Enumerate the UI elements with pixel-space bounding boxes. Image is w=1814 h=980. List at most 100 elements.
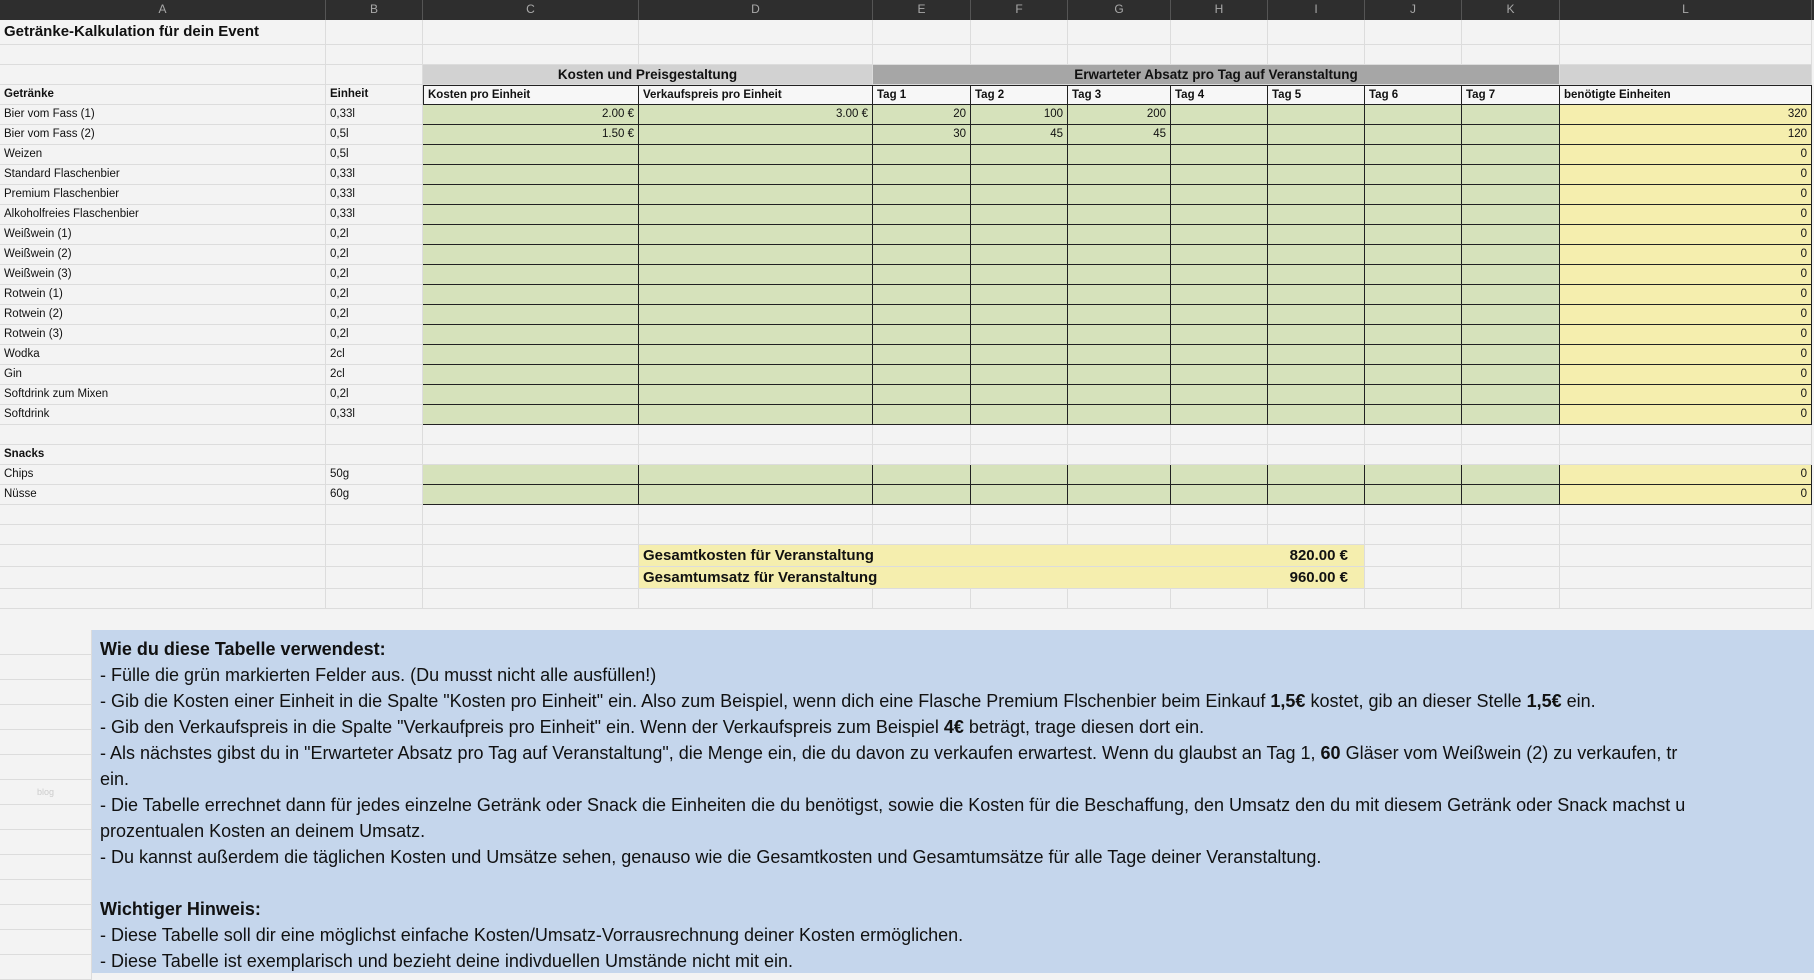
cell[interactable] [1171, 45, 1268, 65]
day-4-input[interactable] [1171, 165, 1268, 185]
day-5-input[interactable] [1268, 345, 1365, 365]
cell[interactable] [0, 805, 92, 830]
day-5-input[interactable] [1268, 245, 1365, 265]
cell[interactable] [1560, 505, 1812, 525]
cell[interactable] [1365, 425, 1462, 445]
cell[interactable] [1365, 45, 1462, 65]
day-6-input[interactable] [1365, 405, 1462, 425]
item-name[interactable]: Rotwein (1) [0, 285, 326, 305]
day-5-input[interactable] [1268, 225, 1365, 245]
day-3-input[interactable] [1068, 325, 1171, 345]
item-name[interactable]: Weizen [0, 145, 326, 165]
cell[interactable] [326, 65, 423, 85]
cell[interactable] [326, 505, 423, 525]
day-6-input[interactable] [1365, 365, 1462, 385]
day-1-input[interactable] [873, 405, 971, 425]
column-header-d[interactable]: D [639, 0, 873, 20]
day-3-input[interactable] [1068, 345, 1171, 365]
column-header-b[interactable]: B [326, 0, 423, 20]
cost-input[interactable] [423, 325, 639, 345]
cell[interactable] [1560, 425, 1812, 445]
day-6-input[interactable] [1365, 345, 1462, 365]
day-6-input[interactable] [1365, 465, 1462, 485]
day-4-input[interactable] [1171, 265, 1268, 285]
item-name[interactable]: Rotwein (2) [0, 305, 326, 325]
item-name[interactable]: Chips [0, 465, 326, 485]
cell[interactable] [639, 589, 873, 609]
cell[interactable] [1268, 45, 1365, 65]
cell[interactable] [1068, 20, 1171, 45]
day-4-input[interactable] [1171, 465, 1268, 485]
day-3-input[interactable] [1068, 465, 1171, 485]
cell[interactable] [971, 525, 1068, 545]
cell[interactable] [873, 525, 971, 545]
price-input[interactable] [639, 385, 873, 405]
column-header-i[interactable]: I [1268, 0, 1365, 20]
day-3-input[interactable] [1068, 185, 1171, 205]
day-2-input[interactable] [971, 385, 1068, 405]
cost-input[interactable] [423, 185, 639, 205]
day-1-input[interactable] [873, 165, 971, 185]
total-costs-label[interactable]: Gesamtkosten für Veranstaltung [639, 545, 1171, 567]
cell[interactable] [326, 425, 423, 445]
header-tag-2[interactable]: Tag 2 [971, 85, 1068, 105]
column-header-h[interactable]: H [1171, 0, 1268, 20]
item-unit[interactable]: 0,33l [326, 105, 423, 125]
day-5-input[interactable] [1268, 105, 1365, 125]
item-unit[interactable]: 0,33l [326, 185, 423, 205]
price-input[interactable] [639, 145, 873, 165]
day-6-input[interactable] [1365, 225, 1462, 245]
cell[interactable] [873, 505, 971, 525]
cell[interactable] [1268, 425, 1365, 445]
day-1-input[interactable] [873, 345, 971, 365]
day-3-input[interactable] [1068, 385, 1171, 405]
item-name[interactable]: Gin [0, 365, 326, 385]
header-kosten-pro-einheit[interactable]: Kosten pro Einheit [423, 85, 639, 105]
cost-input[interactable] [423, 485, 639, 505]
cell[interactable] [1462, 589, 1560, 609]
day-1-input[interactable] [873, 465, 971, 485]
day-4-input[interactable] [1171, 285, 1268, 305]
cell[interactable] [1462, 20, 1560, 45]
sheet-title[interactable]: Getränke-Kalkulation für dein Event [0, 20, 326, 45]
header-tag-7[interactable]: Tag 7 [1462, 85, 1560, 105]
column-header-a[interactable]: A [0, 0, 326, 20]
cell[interactable] [873, 20, 971, 45]
day-7-input[interactable] [1462, 205, 1560, 225]
header-tag-4[interactable]: Tag 4 [1171, 85, 1268, 105]
day-1-input[interactable] [873, 285, 971, 305]
item-unit[interactable]: 2cl [326, 365, 423, 385]
day-5-input[interactable] [1268, 265, 1365, 285]
cell[interactable] [423, 425, 639, 445]
cell[interactable] [971, 425, 1068, 445]
cell[interactable] [1171, 20, 1268, 45]
cost-input[interactable] [423, 365, 639, 385]
cell[interactable] [873, 589, 971, 609]
day-4-input[interactable] [1171, 245, 1268, 265]
day-7-input[interactable] [1462, 265, 1560, 285]
day-6-input[interactable] [1365, 165, 1462, 185]
cell[interactable] [1268, 525, 1365, 545]
cell[interactable] [0, 680, 92, 705]
day-2-input[interactable] [971, 225, 1068, 245]
cell[interactable] [0, 930, 92, 955]
item-name[interactable]: Weißwein (1) [0, 225, 326, 245]
price-input[interactable] [639, 185, 873, 205]
header-tag-5[interactable]: Tag 5 [1268, 85, 1365, 105]
day-3-input[interactable] [1068, 265, 1171, 285]
day-1-input[interactable]: 30 [873, 125, 971, 145]
column-header-f[interactable]: F [971, 0, 1068, 20]
day-7-input[interactable] [1462, 405, 1560, 425]
day-3-input[interactable] [1068, 285, 1171, 305]
cost-input[interactable] [423, 265, 639, 285]
cell[interactable] [326, 525, 423, 545]
day-4-input[interactable] [1171, 325, 1268, 345]
cell[interactable] [1268, 20, 1365, 45]
day-7-input[interactable] [1462, 485, 1560, 505]
day-6-input[interactable] [1365, 285, 1462, 305]
cost-input[interactable]: 1.50 € [423, 125, 639, 145]
cell[interactable] [0, 905, 92, 930]
total-revenue-label[interactable]: Gesamtumsatz für Veranstaltung [639, 567, 1171, 589]
cell[interactable] [1171, 525, 1268, 545]
cell[interactable] [639, 425, 873, 445]
